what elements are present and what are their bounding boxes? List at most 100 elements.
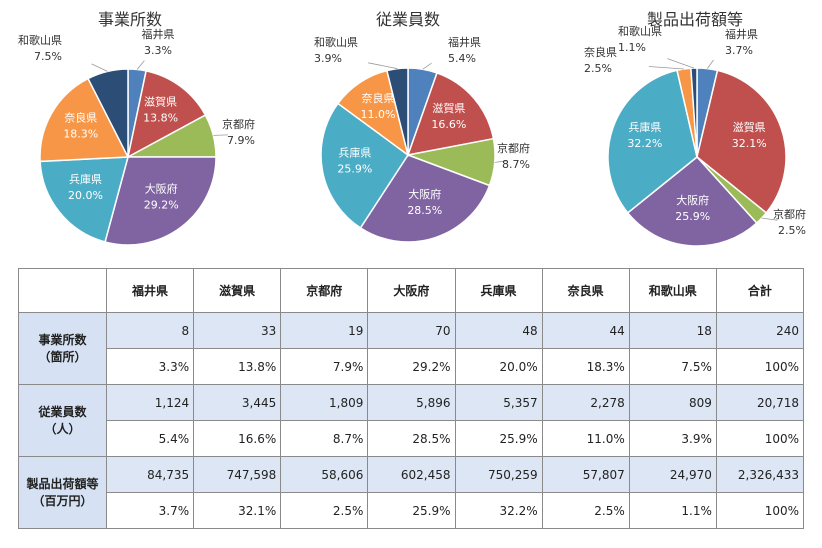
table-cell-percent: 13.8% bbox=[193, 348, 282, 385]
table-cell-percent: 100% bbox=[715, 420, 805, 457]
slice-category-label: 奈良県 bbox=[584, 45, 617, 59]
table-cell-percent: 25.9% bbox=[454, 420, 543, 457]
slice-category-label: 福井県 bbox=[142, 27, 175, 41]
table-cell-percent: 11.0% bbox=[541, 420, 630, 457]
pie-slice bbox=[406, 72, 495, 156]
slice-value-label: 25.9% bbox=[675, 210, 710, 223]
pie-slice bbox=[39, 156, 129, 243]
table-cell-percent: 32.2% bbox=[454, 492, 543, 529]
table-cell-percent: 100% bbox=[715, 348, 805, 385]
table-cell-percent: 3.9% bbox=[628, 420, 717, 457]
slice-value-label: 7.5% bbox=[34, 50, 62, 63]
slice-category-label: 滋賀県 bbox=[733, 121, 766, 134]
column-header: 兵庫県 bbox=[454, 268, 543, 313]
leader-line bbox=[136, 60, 145, 70]
pie-slice bbox=[359, 154, 491, 243]
table-cell-percent: 2.5% bbox=[280, 492, 369, 529]
table-cell-value: 809 bbox=[628, 384, 717, 421]
table-cell-value: 1,809 bbox=[280, 384, 369, 421]
slice-category-label: 大阪府 bbox=[676, 193, 709, 207]
slice-value-label: 3.7% bbox=[725, 44, 753, 57]
slice-value-label: 1.1% bbox=[618, 41, 646, 54]
chart-title: 製品出荷額等 bbox=[646, 10, 743, 29]
table-cell-value: 58,606 bbox=[280, 456, 369, 493]
table-cell-value: 3,445 bbox=[193, 384, 282, 421]
slice-category-label: 大阪府 bbox=[408, 187, 441, 201]
row-header: 従業員数 （人） bbox=[18, 384, 107, 457]
slice-category-label: 奈良県 bbox=[64, 111, 97, 125]
table-cell-percent: 28.5% bbox=[367, 420, 456, 457]
chart-title: 従業員数 bbox=[375, 10, 440, 29]
column-header: 福井県 bbox=[105, 268, 195, 313]
data-table: 福井県 滋賀県 京都府 大阪府 兵庫県 奈良県 和歌山県 合計 事業所数 （箇所）… bbox=[18, 268, 805, 529]
slice-category-label: 和歌山県 bbox=[618, 24, 662, 38]
slice-value-label: 25.9% bbox=[337, 163, 372, 176]
slice-value-label: 7.9% bbox=[227, 134, 255, 147]
slice-category-label: 和歌山県 bbox=[314, 35, 358, 49]
table-cell-value: 19 bbox=[280, 312, 369, 349]
table-cell-value: 57,807 bbox=[541, 456, 630, 493]
corner-cell bbox=[18, 268, 107, 313]
table-cell-value: 747,598 bbox=[193, 456, 282, 493]
table-cell-percent: 1.1% bbox=[628, 492, 717, 529]
leader-line bbox=[368, 62, 398, 70]
chart-title: 事業所数 bbox=[97, 10, 162, 29]
slice-category-label: 滋賀県 bbox=[144, 95, 177, 108]
slice-value-label: 11.0% bbox=[361, 108, 396, 121]
slice-value-label: 29.2% bbox=[144, 198, 179, 211]
column-header: 大阪府 bbox=[367, 268, 456, 313]
pie-chart-establishments: 事業所数 福井県 3.3% 滋賀県 13.8% 京都府 7.9% 大阪府 29.2% 兵庫県 20… bbox=[0, 0, 260, 260]
table-cell-value: 5,357 bbox=[454, 384, 543, 421]
pie-slice bbox=[104, 156, 217, 246]
table-cell-value: 602,458 bbox=[367, 456, 456, 493]
table-cell-value: 2,278 bbox=[541, 384, 630, 421]
pie-chart-employees: 従業員数 福井県 5.4% 滋賀県 16.6% 京都府 8.7% 大阪府 28.5% 兵庫県 25… bbox=[278, 0, 538, 260]
table-cell-value: 33 bbox=[193, 312, 282, 349]
row-header-line: （百万円） bbox=[32, 493, 93, 508]
row-header: 事業所数 （箇所） bbox=[18, 312, 107, 385]
slice-value-label: 18.3% bbox=[63, 128, 98, 141]
leader-line bbox=[213, 134, 228, 136]
slice-value-label: 2.5% bbox=[778, 224, 806, 237]
column-header: 合計 bbox=[715, 268, 805, 313]
table-row: 製品出荷額等 （百万円） 84,735 747,598 58,606 602,458 750… bbox=[18, 456, 805, 529]
row-header-line: 製品出荷額等 bbox=[26, 476, 99, 491]
table-row: 3.7% 32.1% 2.5% 25.9% 32.2% 2.5% 1.1% 100% bbox=[19, 492, 805, 529]
pie-slice bbox=[626, 155, 758, 247]
table-cell-percent: 7.9% bbox=[280, 348, 369, 385]
slice-value-label: 3.3% bbox=[144, 44, 172, 57]
column-header: 和歌山県 bbox=[628, 268, 717, 313]
slice-category-label: 京都府 bbox=[497, 141, 530, 155]
slice-category-label: 兵庫県 bbox=[69, 172, 102, 186]
table-cell-value: 2,326,433 bbox=[715, 456, 805, 493]
slice-category-label: 福井県 bbox=[448, 35, 481, 49]
table-cell-value: 44 bbox=[541, 312, 630, 349]
pie-slice bbox=[607, 69, 698, 214]
column-header: 滋賀県 bbox=[193, 268, 282, 313]
table-cell-percent: 2.5% bbox=[541, 492, 630, 529]
table-cell-percent: 32.1% bbox=[193, 492, 282, 529]
pie-slice bbox=[696, 69, 787, 214]
slice-value-label: 16.6% bbox=[431, 118, 466, 131]
table-cell-value: 5,896 bbox=[367, 384, 456, 421]
table-cell-percent: 3.3% bbox=[105, 348, 195, 385]
table-cell-percent: 20.0% bbox=[454, 348, 543, 385]
slice-value-label: 8.7% bbox=[502, 158, 530, 171]
row-header-line: 事業所数 bbox=[38, 332, 87, 347]
leader-line bbox=[91, 63, 108, 72]
column-header: 京都府 bbox=[280, 268, 369, 313]
slice-category-label: 京都府 bbox=[222, 117, 255, 131]
table-cell-value: 240 bbox=[715, 312, 805, 349]
row-header: 製品出荷額等 （百万円） bbox=[18, 456, 107, 529]
slice-value-label: 2.5% bbox=[584, 62, 612, 75]
table-cell-value: 70 bbox=[367, 312, 456, 349]
row-header-line: （箇所） bbox=[38, 349, 87, 364]
column-header: 奈良県 bbox=[541, 268, 630, 313]
leader-line bbox=[648, 66, 684, 70]
leader-line bbox=[667, 58, 695, 69]
table-cell-percent: 25.9% bbox=[367, 492, 456, 529]
table-row: 3.3% 13.8% 7.9% 29.2% 20.0% 18.3% 7.5% 100% bbox=[19, 348, 805, 385]
slice-value-label: 3.9% bbox=[314, 52, 342, 65]
table-cell-percent: 29.2% bbox=[367, 348, 456, 385]
slice-value-label: 5.4% bbox=[448, 52, 476, 65]
